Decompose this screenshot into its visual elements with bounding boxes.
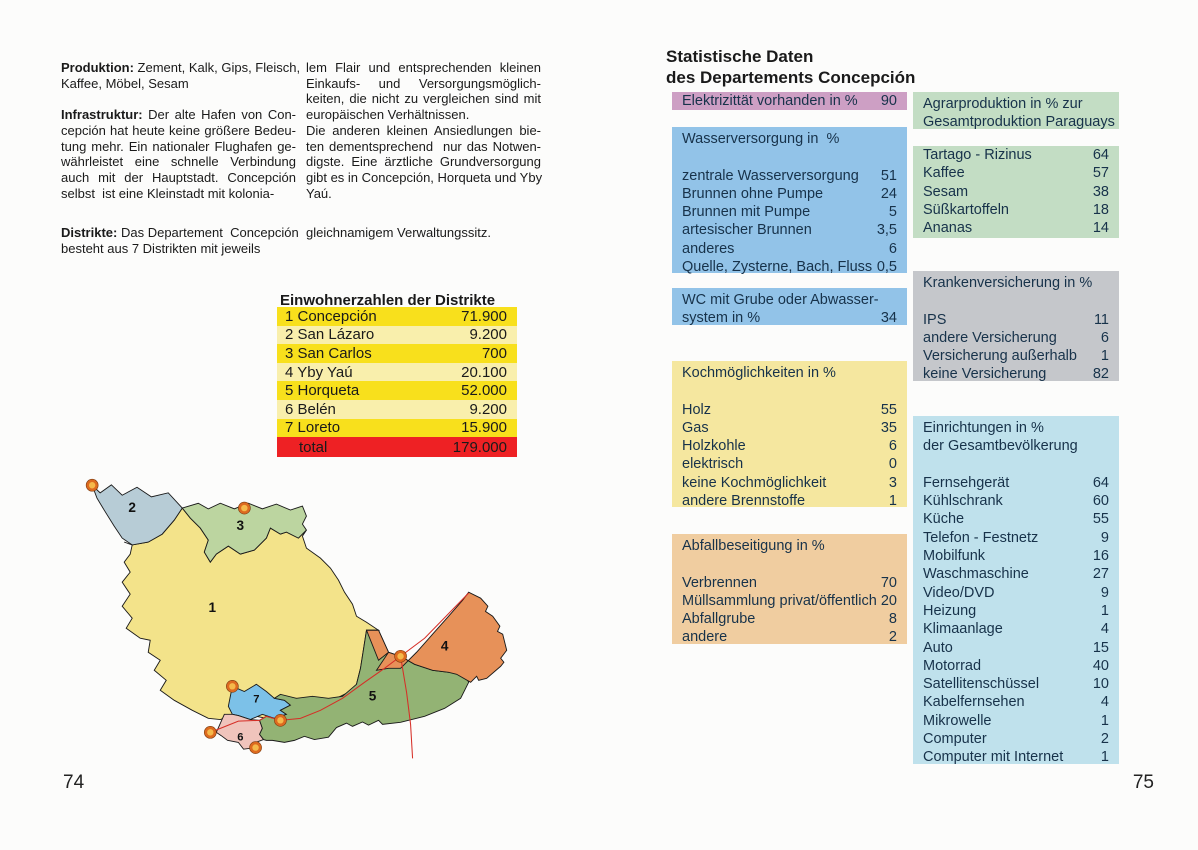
svg-text:2: 2 (128, 500, 136, 515)
svg-text:3: 3 (237, 518, 245, 533)
svg-text:7: 7 (253, 693, 259, 705)
svg-text:6: 6 (237, 731, 243, 743)
svg-text:1: 1 (209, 600, 217, 615)
svg-text:5: 5 (369, 688, 377, 703)
svg-text:4: 4 (441, 638, 449, 653)
